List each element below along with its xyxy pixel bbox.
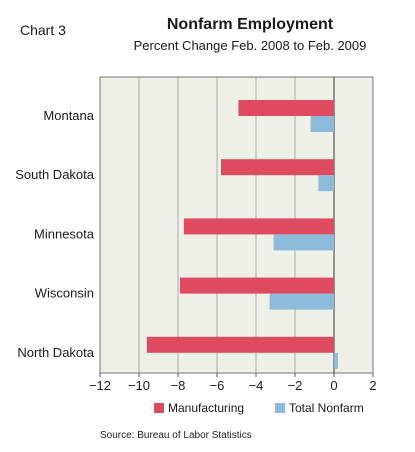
total-nonfarm-bar	[273, 234, 334, 251]
category-label: North Dakota	[17, 345, 94, 360]
x-tick-label: −10	[128, 378, 150, 393]
manufacturing-bar	[220, 159, 334, 176]
legend-manufacturing-swatch	[154, 403, 164, 413]
x-axis-ticks: −12 −10 −8 −6 −4 −2 0 2	[89, 373, 377, 393]
source-note: Source: Bureau of Labor Statistics	[100, 430, 252, 441]
manufacturing-bar	[238, 100, 334, 116]
x-tick-label: −8	[171, 378, 186, 393]
total-nonfarm-bar	[334, 352, 338, 369]
x-tick-label: 0	[330, 378, 337, 393]
category-labels: Montana South Dakota Minnesota Wisconsin Nor…	[15, 108, 95, 360]
manufacturing-bar	[183, 218, 334, 235]
x-tick-label: −4	[249, 378, 264, 393]
x-tick-label: −12	[89, 378, 111, 393]
chart-title: Nonfarm Employment	[166, 16, 334, 33]
legend-total-nonfarm-swatch	[275, 403, 285, 413]
manufacturing-bar	[146, 336, 334, 353]
chart-subtitle: Percent Change Feb. 2008 to Feb. 2009	[133, 38, 367, 53]
total-nonfarm-bar	[269, 293, 334, 310]
x-tick-label: 2	[369, 378, 376, 393]
category-label: Montana	[43, 108, 94, 123]
legend: Manufacturing Total Nonfarm	[154, 401, 364, 415]
bars	[146, 100, 338, 369]
legend-total-nonfarm-label: Total Nonfarm	[289, 401, 364, 415]
total-nonfarm-bar	[310, 116, 334, 132]
category-label: Minnesota	[34, 226, 95, 241]
x-tick-label: −2	[288, 378, 303, 393]
total-nonfarm-bar	[318, 175, 334, 192]
category-label: Wisconsin	[35, 286, 94, 301]
x-tick-label: −6	[210, 378, 225, 393]
manufacturing-bar	[179, 277, 334, 294]
legend-manufacturing-label: Manufacturing	[168, 401, 244, 415]
category-label: South Dakota	[15, 167, 95, 182]
chart-number-label: Chart 3	[20, 22, 66, 38]
